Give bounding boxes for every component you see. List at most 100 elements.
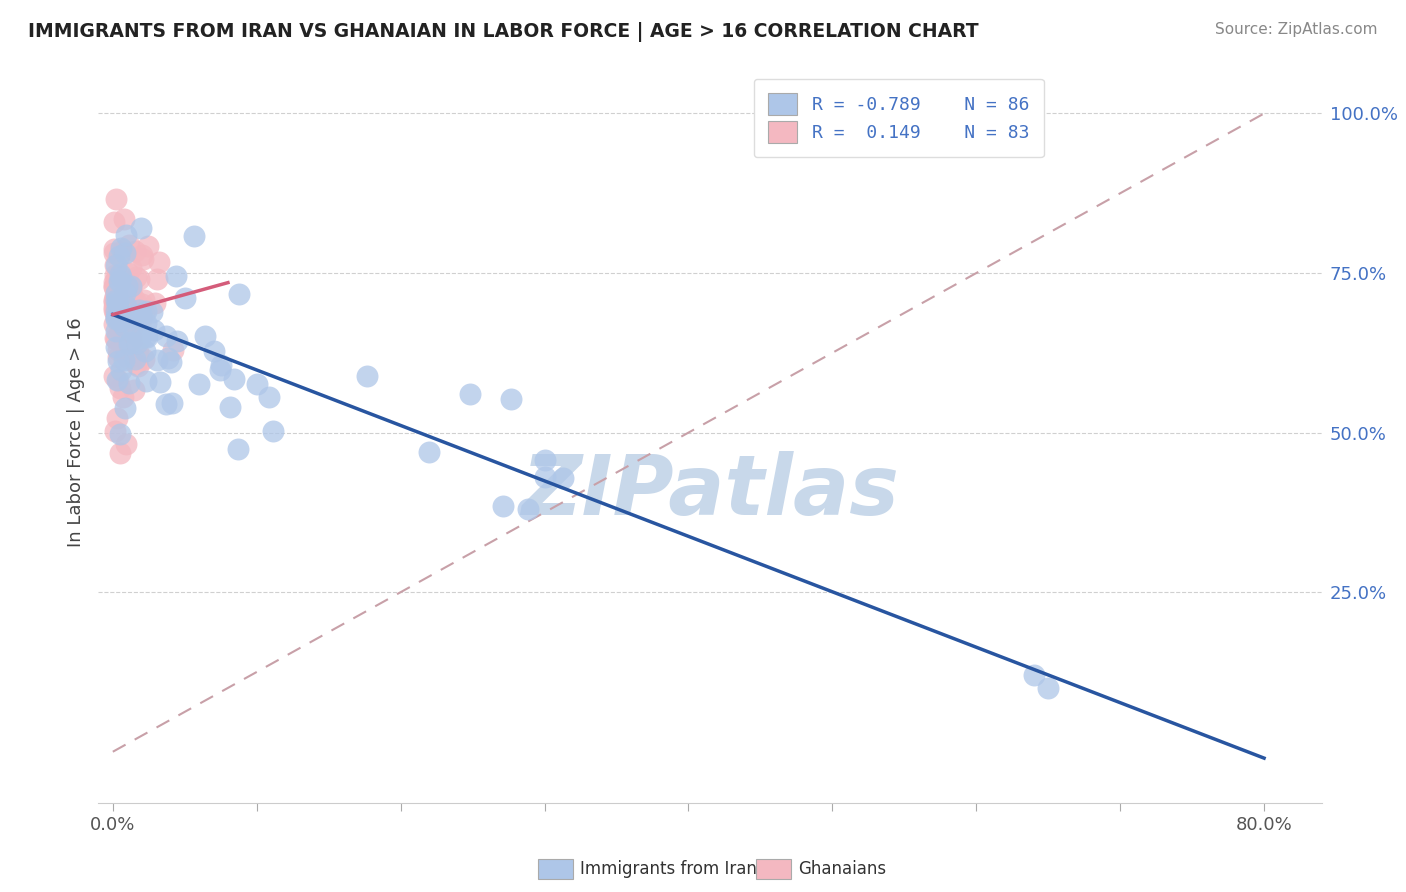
Point (148, 254, 170, 268)
Point (114, 401, 136, 416)
Point (132, 252, 155, 267)
Point (105, 332, 128, 346)
Point (114, 305, 136, 319)
Point (108, 304, 131, 318)
Point (146, 272, 169, 286)
Point (112, 282, 135, 296)
Point (124, 296, 146, 310)
Point (418, 444, 440, 458)
Point (112, 390, 135, 404)
Point (108, 382, 131, 396)
Point (127, 345, 149, 359)
Point (112, 342, 135, 356)
Point (104, 258, 127, 272)
Point (246, 377, 269, 392)
Point (124, 244, 146, 258)
Point (112, 352, 135, 367)
Point (134, 352, 156, 367)
Point (134, 343, 156, 358)
Point (553, 471, 575, 485)
Point (128, 310, 150, 324)
Point (143, 323, 166, 337)
Point (110, 241, 132, 255)
Point (114, 330, 136, 344)
Point (111, 243, 134, 257)
Point (120, 284, 142, 298)
Point (103, 369, 125, 384)
Point (135, 374, 157, 388)
Point (103, 293, 125, 307)
Point (165, 269, 187, 284)
Legend: R = -0.789    N = 86, R =  0.149    N = 83: R = -0.789 N = 86, R = 0.149 N = 83 (754, 78, 1043, 157)
Point (103, 275, 125, 289)
Point (118, 331, 141, 345)
Point (117, 304, 139, 318)
Point (124, 309, 146, 323)
Point (107, 354, 129, 368)
Point (120, 279, 142, 293)
Point (117, 351, 139, 365)
Point (115, 436, 138, 450)
Point (108, 267, 131, 281)
Point (121, 320, 143, 334)
Point (262, 424, 284, 438)
Point (501, 392, 523, 406)
Point (103, 300, 125, 314)
Point (103, 215, 125, 229)
Point (107, 302, 129, 317)
Point (1022, 668, 1045, 682)
Point (166, 334, 188, 348)
Point (356, 369, 378, 384)
Point (146, 353, 169, 368)
Point (141, 304, 163, 318)
Point (193, 329, 215, 343)
Point (110, 308, 132, 322)
Point (107, 373, 129, 387)
Point (135, 316, 157, 330)
Point (122, 384, 145, 398)
Point (107, 310, 129, 324)
Point (105, 297, 128, 311)
Point (128, 272, 150, 286)
Point (121, 332, 143, 346)
Point (104, 331, 127, 345)
Point (202, 343, 225, 358)
Point (108, 274, 131, 288)
Point (103, 303, 125, 318)
Point (104, 258, 127, 272)
Point (114, 285, 136, 300)
Point (127, 359, 149, 373)
Point (110, 306, 132, 320)
Point (516, 502, 538, 516)
Point (118, 306, 141, 320)
Point (458, 386, 481, 401)
Point (120, 279, 142, 293)
Point (162, 396, 184, 410)
Point (115, 228, 138, 243)
Point (104, 424, 127, 438)
Point (104, 289, 127, 303)
Point (162, 343, 184, 357)
Point (491, 499, 513, 513)
Point (112, 212, 135, 227)
Text: Source: ZipAtlas.com: Source: ZipAtlas.com (1215, 22, 1378, 37)
Point (107, 373, 129, 387)
Point (105, 411, 128, 425)
Point (104, 304, 127, 318)
Point (222, 372, 245, 386)
Point (108, 249, 131, 263)
Point (108, 316, 131, 330)
Point (118, 238, 141, 252)
Point (129, 220, 152, 235)
Point (104, 271, 127, 285)
Point (105, 310, 128, 325)
Point (107, 350, 129, 364)
Point (533, 470, 555, 484)
Point (122, 326, 145, 340)
Point (134, 293, 156, 308)
Point (160, 355, 183, 369)
Point (118, 335, 141, 350)
Point (131, 297, 153, 311)
Point (104, 324, 127, 338)
Point (143, 296, 166, 310)
